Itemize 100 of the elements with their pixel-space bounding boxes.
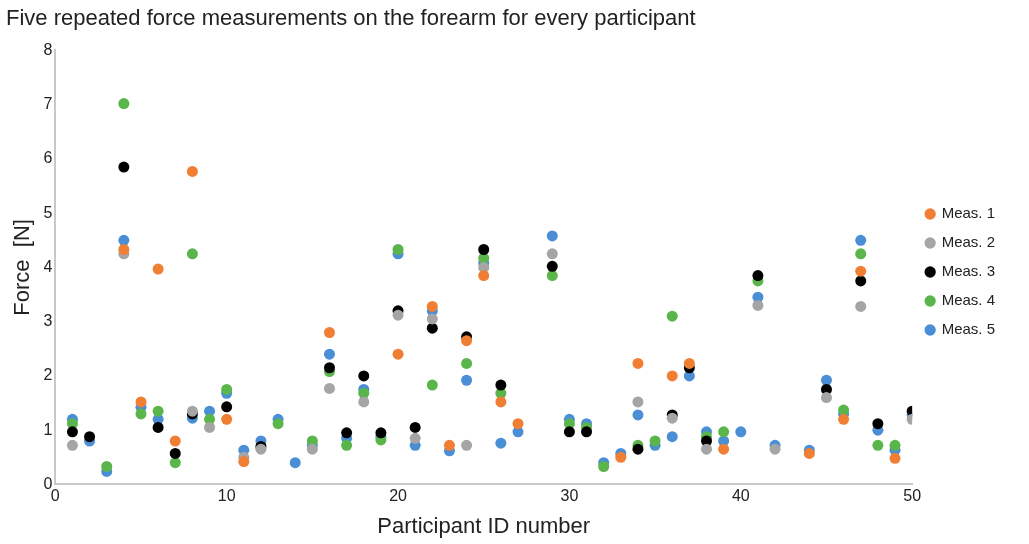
point <box>546 260 558 272</box>
point <box>889 439 901 451</box>
point <box>495 379 507 391</box>
point <box>323 382 335 394</box>
point <box>461 439 473 451</box>
point <box>820 374 832 386</box>
point <box>169 457 181 469</box>
point <box>855 265 867 277</box>
point <box>495 437 507 449</box>
point <box>101 461 113 472</box>
point <box>855 275 867 287</box>
point <box>461 357 473 369</box>
legend-label: Meas. 1 <box>941 204 995 222</box>
point <box>649 435 661 447</box>
point <box>341 439 353 451</box>
y-tick-label: 0 <box>43 474 53 492</box>
point <box>118 98 130 110</box>
point <box>323 348 335 360</box>
point <box>238 456 250 468</box>
point <box>221 383 233 395</box>
point <box>152 263 164 275</box>
x-tick-label: 10 <box>217 487 236 505</box>
point <box>392 348 404 360</box>
point <box>426 313 438 325</box>
point <box>461 335 473 347</box>
point <box>341 427 353 439</box>
point <box>872 418 884 430</box>
point <box>701 443 712 455</box>
point <box>272 418 284 430</box>
x-tick-label: 30 <box>560 487 579 505</box>
point <box>512 418 524 430</box>
x-tick-label: 40 <box>731 487 750 505</box>
point <box>838 404 850 416</box>
point <box>598 461 610 472</box>
y-tick-label: 7 <box>43 95 53 113</box>
point <box>135 396 147 408</box>
legend-label: Meas. 3 <box>941 262 995 280</box>
point <box>323 327 335 338</box>
point <box>84 431 96 443</box>
y-tick-label: 1 <box>43 420 53 438</box>
point <box>358 396 370 408</box>
y-tick-label: 4 <box>43 257 53 275</box>
y-tick-label: 8 <box>43 40 53 58</box>
point <box>358 370 370 382</box>
point <box>426 322 438 334</box>
point <box>152 421 164 433</box>
point <box>581 426 593 438</box>
point <box>118 161 130 173</box>
x-tick-label: 50 <box>903 487 922 505</box>
point <box>221 401 233 413</box>
x-tick-label: 20 <box>389 487 408 505</box>
point <box>855 300 867 312</box>
point <box>169 435 181 447</box>
point <box>632 443 644 455</box>
point <box>409 432 421 444</box>
legend-label: Meas. 2 <box>941 233 995 251</box>
point <box>752 270 764 282</box>
point <box>66 426 78 438</box>
point <box>495 396 507 408</box>
point <box>546 270 558 282</box>
point <box>478 270 490 282</box>
x-axis-title: Participant ID number <box>377 512 591 538</box>
point <box>855 248 867 260</box>
point <box>683 357 695 369</box>
point <box>563 426 575 438</box>
point <box>718 443 730 455</box>
point <box>769 443 781 455</box>
point <box>615 451 627 463</box>
legend-label: Meas. 5 <box>941 320 995 338</box>
point <box>889 452 901 464</box>
point <box>204 421 216 433</box>
point <box>392 309 404 321</box>
point <box>718 426 730 438</box>
point <box>666 370 678 382</box>
point <box>666 310 678 322</box>
point <box>392 244 404 255</box>
y-axis-title: Force [N] <box>9 219 35 316</box>
point <box>409 421 421 433</box>
point <box>546 248 558 260</box>
point <box>632 409 644 421</box>
y-tick-label: 2 <box>43 366 53 384</box>
point <box>289 457 301 469</box>
point <box>461 374 473 386</box>
chart-title: Five repeated force measurements on the forearm for every participant <box>6 5 696 31</box>
legend-label: Meas. 4 <box>941 291 995 309</box>
point <box>169 447 181 459</box>
y-tick-label: 6 <box>43 149 53 167</box>
point <box>632 396 644 408</box>
point <box>186 165 198 177</box>
point <box>478 244 490 255</box>
point <box>872 439 884 451</box>
point <box>135 408 147 420</box>
point <box>152 405 164 417</box>
point <box>375 427 387 439</box>
point <box>855 234 867 246</box>
point <box>306 443 318 455</box>
y-tick-label: 5 <box>43 203 53 221</box>
point <box>221 413 233 425</box>
point <box>820 392 832 404</box>
point <box>666 431 678 443</box>
